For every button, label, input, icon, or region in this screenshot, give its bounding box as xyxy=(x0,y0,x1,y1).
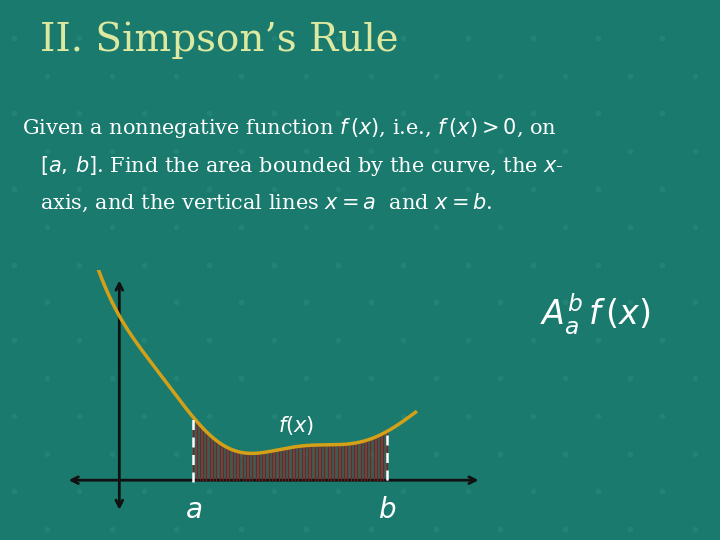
Text: $f(x)$: $f(x)$ xyxy=(278,414,315,437)
Text: $b$: $b$ xyxy=(377,497,396,524)
Text: axis, and the vertical lines $x = a$  and $x = b$.: axis, and the vertical lines $x = a$ and… xyxy=(40,192,492,214)
Text: Given a nonnegative function $f\,(x)$, i.e., $f\,(x) > 0$, on: Given a nonnegative function $f\,(x)$, i… xyxy=(22,116,557,140)
Text: $A_a^b\,f\,(x)$: $A_a^b\,f\,(x)$ xyxy=(540,291,650,336)
Text: $a$: $a$ xyxy=(185,497,202,524)
Text: II. Simpson’s Rule: II. Simpson’s Rule xyxy=(40,22,398,59)
Text: $[a,\, b]$. Find the area bounded by the curve, the $x$-: $[a,\, b]$. Find the area bounded by the… xyxy=(40,154,564,178)
